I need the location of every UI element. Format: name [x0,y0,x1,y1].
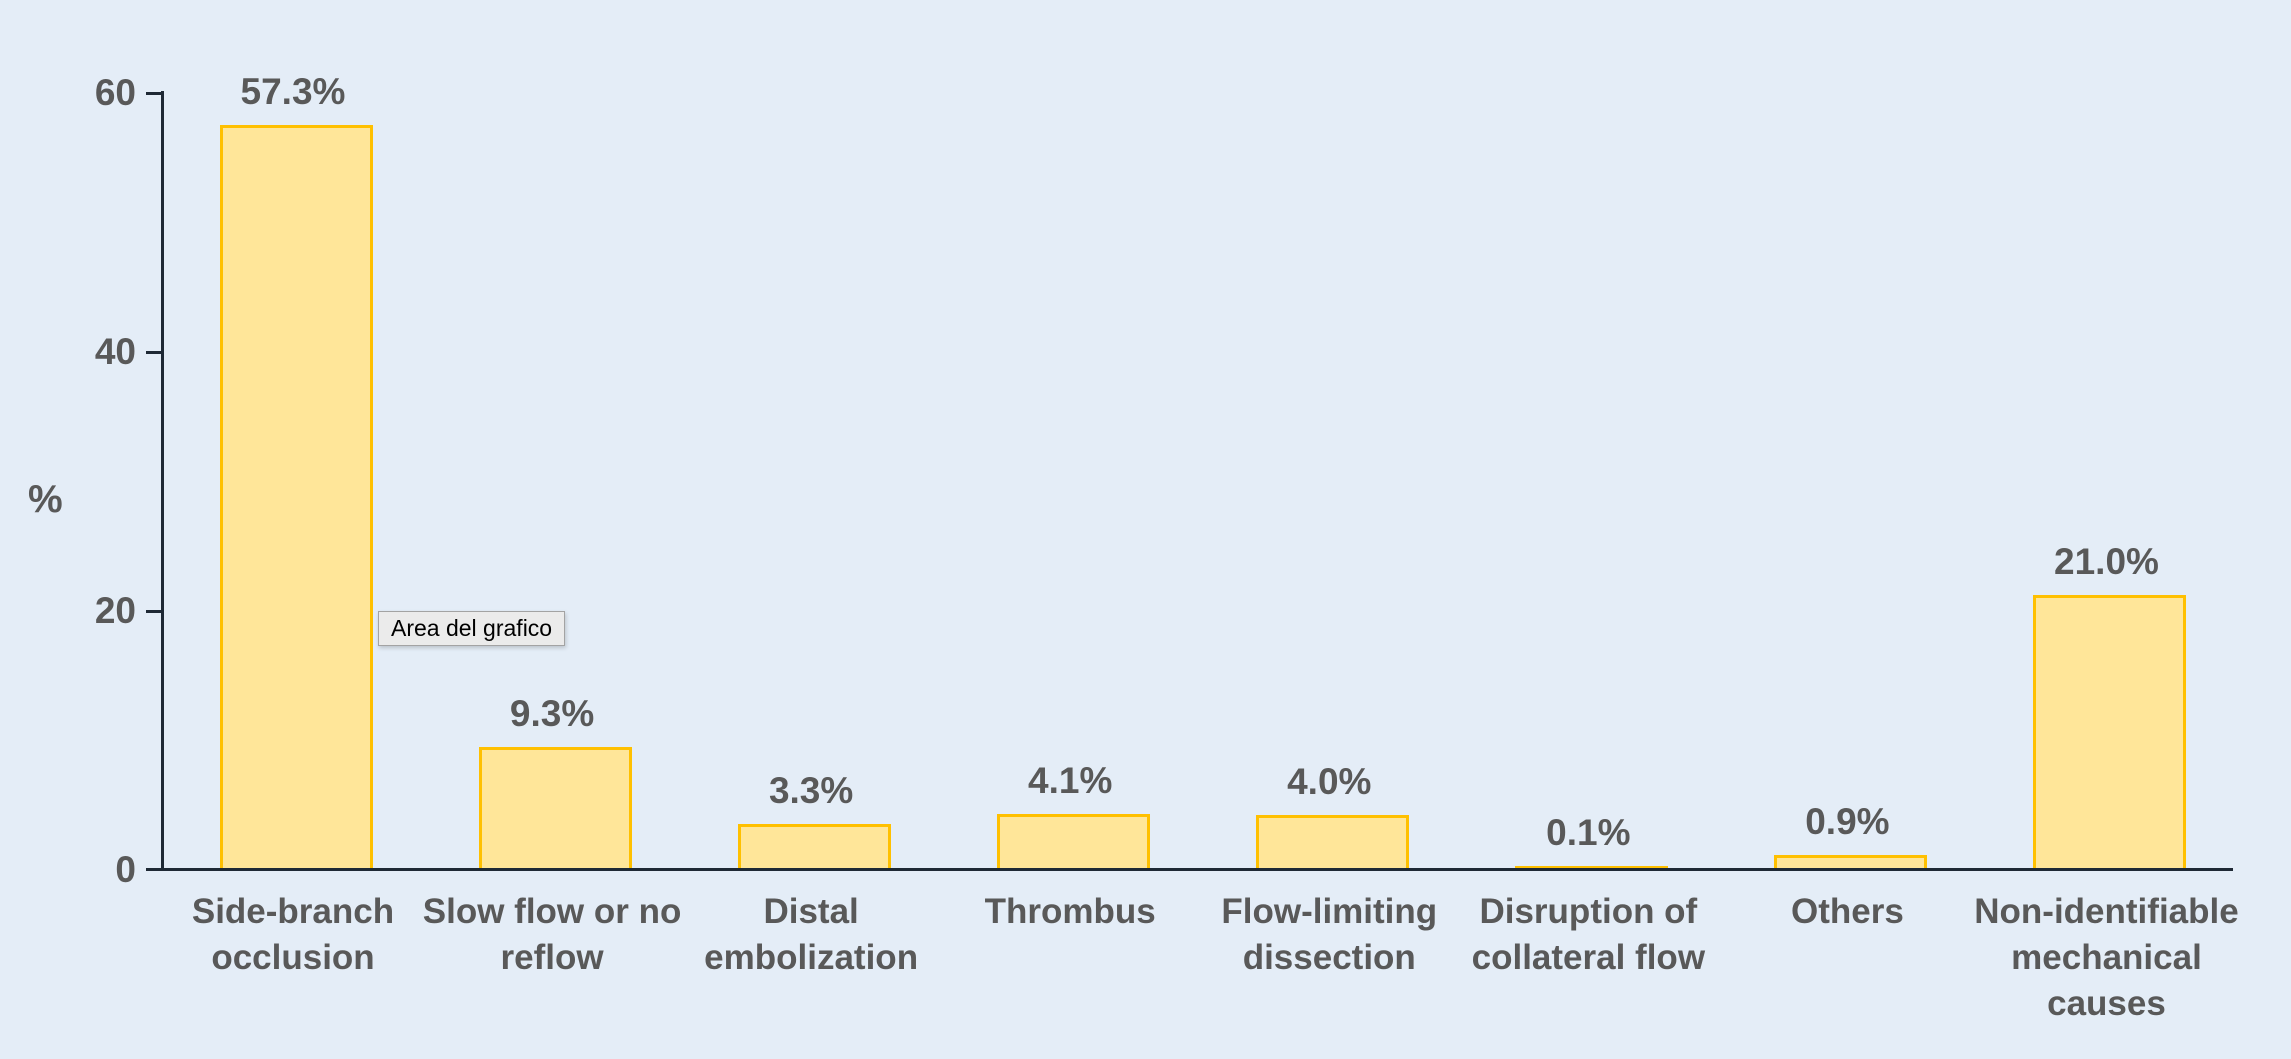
y-tick-label: 40 [94,331,136,372]
bar-5[interactable] [1255,815,1409,870]
bar-2[interactable] [478,746,632,870]
category-label: Flow-limiting dissection [1221,892,1438,977]
chart-area-tooltip: Area del grafico [378,611,566,646]
value-label: 4.1% [1028,759,1113,801]
value-label: 57.3% [240,70,346,112]
y-tick-mark [146,610,162,613]
bar-3[interactable] [737,824,891,870]
category-label: Others [1791,892,1904,931]
bar-6[interactable] [1514,865,1668,870]
bar-1[interactable] [219,124,373,870]
value-label: 0.9% [1805,801,1890,843]
bar-4[interactable] [996,813,1150,870]
category-label: Non-identifiable mechanical causes [1974,892,2239,1023]
bar-8[interactable] [2032,595,2186,870]
y-axis-title: % [28,478,63,521]
category-label: Side-branch occlusion [191,892,395,977]
y-tick-mark [146,92,162,95]
value-label: 9.3% [509,692,595,734]
y-tick-label: 0 [115,849,136,890]
tooltip-text: Area del grafico [391,615,553,641]
y-tick-label: 20 [94,590,136,631]
y-tick-label: 60 [94,72,136,113]
value-label: 4.0% [1287,761,1372,803]
x-axis-line [146,868,2233,871]
value-label: 0.1% [1546,811,1631,853]
category-label: Disruption of collateral flow [1471,892,1706,977]
y-axis-line [161,91,164,870]
y-tick-mark [146,351,162,354]
value-label: 3.3% [768,770,854,812]
value-label: 21.0% [2054,541,2159,583]
bar-7[interactable] [1773,855,1927,870]
category-label: Distal embolization [704,892,919,977]
category-label: Slow flow or no reflow [422,892,682,977]
category-label: Thrombus [984,892,1156,931]
